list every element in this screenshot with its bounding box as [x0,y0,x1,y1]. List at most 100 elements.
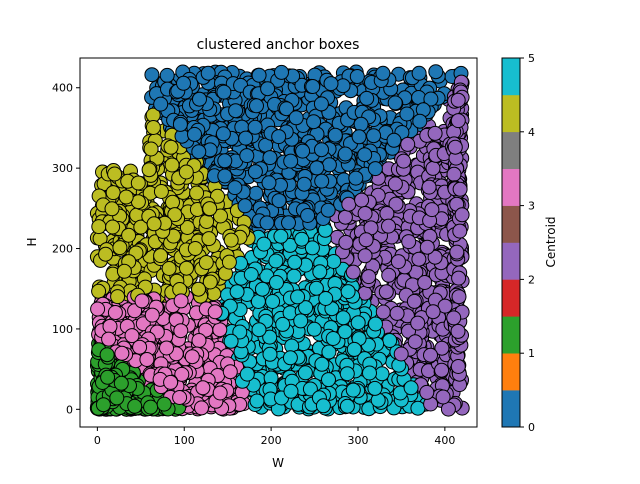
scatter-point [374,366,390,382]
scatter-point [321,344,337,360]
colorbar-frame [501,57,521,428]
scatter-point [271,129,287,145]
colorbar: 0 1 2 3 4 5 [501,52,535,434]
scatter-point [164,157,180,173]
scatter-point [451,289,467,305]
scatter-point [191,144,207,160]
scatter-point [450,323,466,339]
colorbar-segment [502,279,520,317]
scatter-point [312,264,328,280]
scatter-point [269,275,284,290]
scatter-point [362,365,377,381]
scatter-point [411,251,427,267]
scatter-point [318,291,334,306]
scatter-point [91,219,107,235]
scatter-point [424,202,440,218]
colorbar-tick-label: 0 [528,421,535,434]
scatter-point [174,366,190,382]
scatter-point [434,362,450,378]
colorbar-segment [502,94,520,133]
scatter-point [173,293,189,309]
scatter-point [399,106,415,122]
scatter-point [375,304,391,320]
scatter-point [337,209,353,225]
scatter-point [396,153,412,169]
scatter-point [314,356,330,372]
scatter-point [127,398,143,414]
scatter-point [134,293,150,309]
scatter-point [110,289,126,305]
scatter-point [217,153,233,169]
scatter-point [434,340,450,356]
scatter-point [450,92,466,108]
scatter-point [118,189,134,205]
y-axis-label: H [25,237,39,246]
y-tick-label: 0 [66,403,73,416]
scatter-point [346,341,362,357]
scatter-point [400,136,416,152]
scatter-point [213,208,228,224]
scatter-point [304,240,320,256]
scatter-point [321,372,336,388]
scatter-point [247,119,263,135]
scatter-point [262,150,278,166]
scatter-point [315,398,331,414]
scatter-point [421,179,437,195]
scatter-point [239,366,255,382]
x-tick-label: 200 [261,434,282,447]
scatter-point [345,264,361,280]
scatter-point [124,328,140,344]
scatter-point [282,350,298,366]
colorbar-tick-label: 3 [528,200,535,213]
scatter-point [450,359,466,374]
scatter-point [130,175,146,191]
scatter-point [321,157,337,173]
scatter-point [454,207,470,223]
scatter-point [248,185,264,201]
x-tick-label: 400 [434,434,455,447]
scatter-point [145,120,161,135]
scatter-point [201,231,217,247]
scatter-point [368,316,383,332]
scatter-point [173,323,189,339]
scatter-point [390,254,406,270]
scatter-point [401,234,417,250]
scatter-point [163,139,179,155]
scatter-point [338,234,354,250]
scatter-point [357,147,373,163]
scatter-point [302,381,318,397]
scatter-point [202,201,218,217]
scatter-point [172,390,188,405]
scatter-point [167,207,183,223]
scatter-point [437,298,453,314]
scatter-point [223,232,239,248]
scatter-point [256,236,272,252]
scatter-point [425,304,441,320]
scatter-point [351,129,367,145]
scatter-point [298,300,314,316]
scatter-point [288,110,304,126]
scatter-point [271,193,287,209]
scatter-point [339,398,355,414]
scatter-point [423,347,438,363]
colorbar-segment [502,58,520,96]
scatter-point [238,130,254,146]
scatter-point [295,143,311,159]
scatter-point [386,132,402,148]
scatter-point [382,333,398,348]
colorbar-label: Centroid [544,216,558,267]
scatter-point [172,116,188,132]
scatter-point [449,244,465,260]
scatter-point [387,176,403,192]
scatter-point [104,201,120,217]
scatter-point [113,375,129,391]
scatter-point [320,202,336,218]
scatter-point [105,185,121,201]
colorbar-tick-label: 2 [528,273,535,286]
y-tick-label: 400 [52,82,73,95]
y-tick-label: 200 [52,243,73,256]
scatter-points [89,64,470,417]
scatter-point [306,321,322,337]
scatter-point [354,192,370,208]
